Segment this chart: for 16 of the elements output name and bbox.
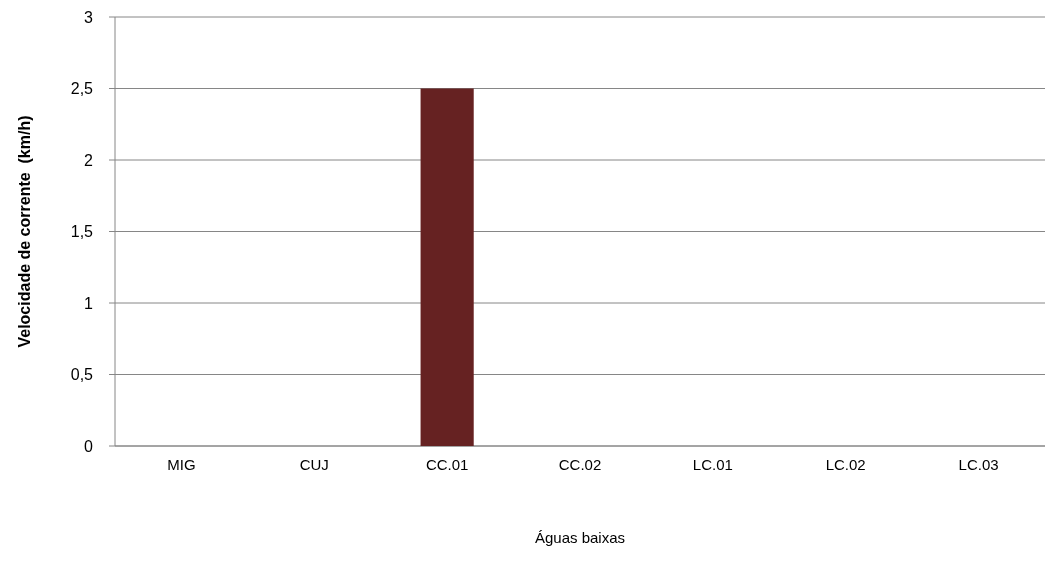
y-tick-label: 1 (84, 294, 94, 312)
x-tick-label: LC.02 (825, 456, 866, 473)
x-tick-label: LC.03 (958, 456, 999, 473)
x-tick-label: CC.01 (425, 456, 469, 473)
x-tick-label: LC.01 (692, 456, 733, 473)
y-tick-label: 1,5 (70, 223, 94, 241)
y-axis-title: Velocidade de corrente (km/h) (16, 115, 33, 348)
y-tick-label: 2,5 (70, 80, 94, 98)
y-tick-label: 0 (84, 437, 94, 455)
y-tick-label: 0,5 (70, 366, 94, 384)
x-tick-label: MIG (167, 456, 196, 473)
y-tick-label: 3 (84, 8, 94, 26)
x-tick-label: CC.02 (558, 456, 602, 473)
x-axis-title: Águas baixas (534, 529, 626, 546)
y-tick-label: 2 (84, 151, 94, 169)
x-tick-label: CUJ (299, 456, 329, 473)
